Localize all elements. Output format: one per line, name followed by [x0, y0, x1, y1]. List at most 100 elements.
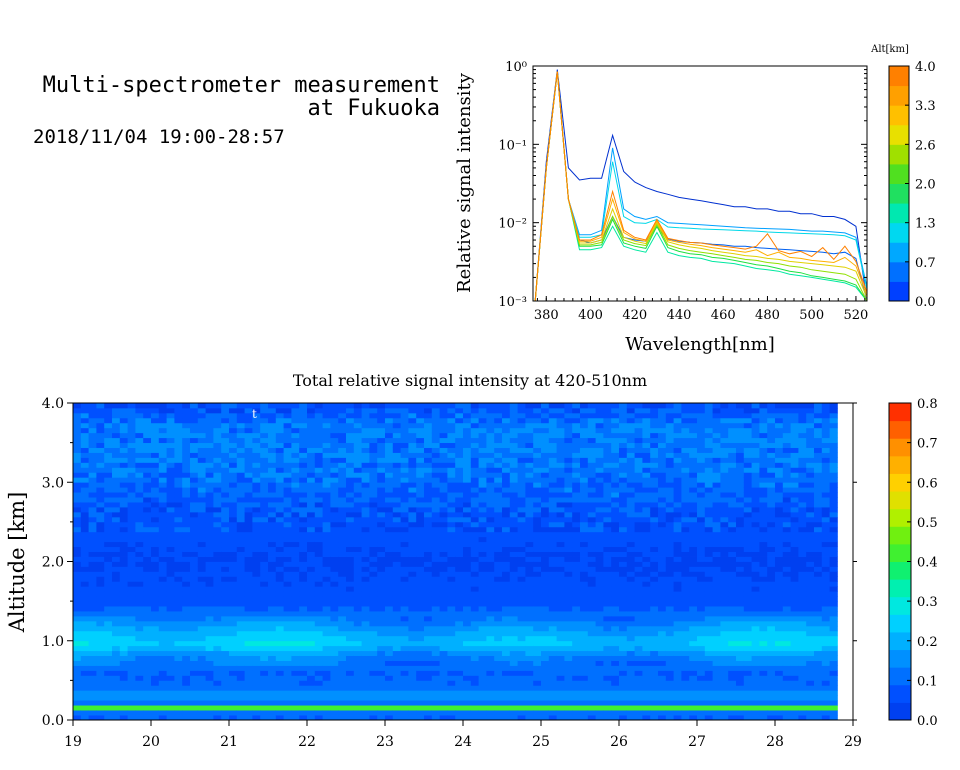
heatmap-cell [455, 487, 464, 493]
heatmap-cell [541, 472, 550, 478]
heatmap-cell [197, 521, 206, 528]
heatmap-cell [314, 541, 323, 548]
heatmap-cell [580, 437, 589, 444]
heatmap-cell [299, 427, 308, 434]
heatmap-cell [112, 541, 121, 548]
heatmap-cell [88, 541, 97, 548]
heatmap-cell [166, 670, 175, 676]
heatmap-cell [431, 700, 440, 706]
heatmap-cell [455, 685, 464, 691]
heatmap-cell [587, 472, 596, 478]
heatmap-cell [291, 571, 300, 577]
heatmap-cell [634, 561, 643, 567]
heatmap-cell [548, 467, 557, 473]
heatmap-cell [595, 422, 604, 429]
heatmap-cell [470, 511, 479, 518]
heatmap-cell [642, 427, 651, 434]
heatmap-cell [135, 630, 144, 637]
heatmap-cell [400, 695, 409, 701]
heatmap-cell [392, 675, 401, 681]
heatmap-cell [385, 625, 394, 632]
heatmap-cell [587, 635, 596, 642]
heatmap-cell [502, 482, 511, 488]
heatmap-cell [416, 417, 425, 424]
heatmap-cell [96, 467, 105, 473]
heatmap-cell [88, 620, 97, 627]
heatmap-cell [564, 422, 573, 429]
heatmap-cell [478, 615, 487, 622]
heatmap-cell [502, 581, 511, 587]
heatmap-cell [580, 615, 589, 622]
heatmap-cell [541, 625, 550, 632]
heatmap-cell [564, 581, 573, 587]
heatmap-cell [322, 467, 331, 473]
heatmap-cell [525, 472, 534, 478]
heatmap-cell [88, 710, 97, 716]
heatmap-cell [291, 635, 300, 642]
heatmap-cell [439, 407, 448, 414]
heatmap-cell [205, 596, 214, 602]
heatmap-cell [299, 536, 308, 543]
heatmap-cell [580, 516, 589, 523]
heatmap-cell [229, 457, 238, 463]
heatmap-cell [556, 645, 565, 652]
heatmap-cell [517, 521, 526, 528]
heatmap-cell [151, 561, 160, 567]
heatmap-cell [392, 502, 401, 508]
heatmap-cell [174, 422, 183, 429]
heatmap-cell [478, 502, 487, 508]
heatmap-cell [548, 452, 557, 458]
heatmap-cell [346, 710, 355, 716]
heatmap-cell [556, 596, 565, 602]
heatmap-cell [650, 665, 659, 671]
heatmap-cell [135, 432, 144, 439]
heatmap-cell [190, 541, 199, 548]
heatmap-cell [96, 620, 105, 627]
heatmap-cell [611, 670, 620, 676]
heatmap-cell [275, 412, 284, 419]
heatmap-cell [268, 655, 277, 661]
heatmap-cell [322, 566, 331, 572]
heatmap-cell [517, 606, 526, 612]
heatmap-cell [408, 591, 417, 597]
heatmap-cell [104, 507, 113, 513]
heatmap-cell [166, 472, 175, 478]
heatmap-cell [416, 507, 425, 513]
heatmap-cell [424, 670, 433, 676]
heatmap-cell [385, 432, 394, 439]
heatmap-cell [221, 705, 230, 711]
heatmap-cell [494, 457, 503, 463]
heatmap-cell [205, 497, 214, 503]
heatmap-cell [314, 705, 323, 711]
heatmap-cell [486, 492, 495, 498]
heatmap-cell [572, 551, 581, 557]
heatmap-cell [88, 442, 97, 448]
heatmap-cell [400, 536, 409, 543]
heatmap-cell [96, 665, 105, 671]
heatmap-cell [283, 472, 292, 478]
heatmap-cell [470, 403, 479, 409]
heatmap-cell [252, 655, 261, 661]
heatmap-cell [658, 556, 667, 562]
heatmap-cell [119, 715, 128, 721]
heatmap-cell [158, 551, 167, 557]
heatmap-cell [603, 695, 612, 701]
heatmap-cell [353, 467, 362, 473]
heatmap-cell [338, 635, 347, 642]
heatmap-cell [541, 407, 550, 414]
heatmap-cell [268, 670, 277, 676]
spectrum-colorbar-tick-label: 2.0 [915, 178, 936, 193]
heatmap-cell [478, 526, 487, 533]
heatmap-cell [205, 685, 214, 691]
heatmap-cell [486, 556, 495, 562]
heatmap-cell [174, 457, 183, 463]
heatmap-cell [143, 591, 152, 597]
heatmap-cell [619, 516, 628, 523]
heatmap-cell [369, 586, 378, 592]
heatmap-cell [73, 635, 82, 642]
heatmap-cell [619, 531, 628, 538]
heatmap-cell [252, 591, 261, 597]
heatmap-cell [439, 447, 448, 453]
heatmap-cell [322, 526, 331, 533]
heatmap-cell [135, 611, 144, 617]
